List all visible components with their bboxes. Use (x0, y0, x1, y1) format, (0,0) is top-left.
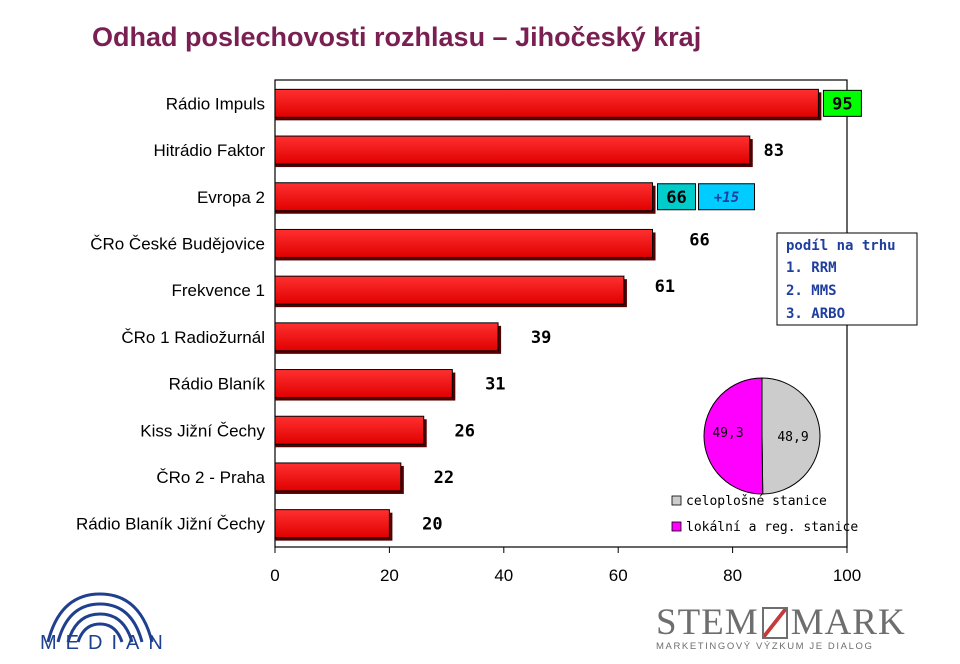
category-label: ČRo České Budějovice (90, 234, 265, 253)
pie-legend-swatch (671, 495, 682, 506)
market-share-title: podíl na trhu (786, 238, 896, 254)
x-tick-label: 40 (494, 566, 513, 585)
x-tick-label: 20 (380, 566, 399, 585)
value-labels: 95 83 66 66 61 39 31 26 22 20 (422, 89, 862, 535)
value-label: 20 (422, 515, 442, 535)
pie-legend-label: lokální a reg. stanice (686, 520, 858, 535)
pie-slice-label: 49,3 (712, 426, 743, 441)
market-share-item: 2. MMS (786, 283, 837, 299)
value-label: 66 (666, 188, 686, 208)
category-label: ČRo 2 - Praha (156, 468, 265, 487)
value-label: 83 (764, 141, 784, 161)
stemmark-logo: STEM MARK (656, 602, 905, 643)
value-label: 95 (832, 94, 852, 114)
x-tick-label: 60 (609, 566, 628, 585)
pie-legend-swatch (671, 521, 682, 532)
value-label: 66 (689, 230, 709, 250)
pie-legend-label: celoplošné stanice (686, 494, 827, 509)
pie-chart: 48,9 49,3 celoplošné stanice lokální a reg.… (671, 377, 858, 535)
category-labels: Rádio Impuls Hitrádio Faktor Evropa 2 ČRo Č… (76, 94, 266, 533)
market-share-item: 1. RRM (786, 260, 837, 276)
value-label: 26 (454, 421, 474, 441)
x-tick-label: 0 (270, 566, 279, 585)
median-logo-text: MEDIAN (40, 632, 172, 654)
value-label: 31 (485, 375, 505, 395)
stemmark-tagline: MARKETINGOVÝ VÝZKUM JE DIALOG (656, 641, 874, 652)
value-label: 61 (655, 277, 675, 297)
bar (274, 135, 751, 165)
category-label: Kiss Jižní Čechy (140, 421, 265, 440)
category-label: Evropa 2 (197, 188, 265, 207)
pie-slice (703, 377, 764, 495)
category-label: ČRo 1 Radiožurnál (121, 328, 265, 347)
category-label: Hitrádio Faktor (154, 141, 266, 160)
category-label: Frekvence 1 (171, 281, 265, 300)
category-label: Rádio Blaník Jižní Čechy (76, 515, 265, 534)
change-badge (698, 183, 756, 211)
pie-slice (761, 377, 821, 495)
bar (274, 322, 499, 352)
bar (274, 509, 390, 539)
bar (274, 182, 654, 212)
pie-slice-label: 48,9 (777, 430, 808, 445)
chart-title: Odhad poslechovosti rozhlasu – Jihočeský… (92, 22, 702, 52)
bar (274, 415, 425, 445)
stemmark-left: STEM (656, 602, 759, 643)
bar-chart: Rádio Impuls Hitrádio Faktor Evropa 2 ČRo Č… (76, 79, 918, 585)
market-share-box (776, 232, 918, 326)
market-share-item: 3. ARBO (786, 306, 845, 322)
category-label: Rádio Impuls (166, 94, 265, 113)
value-label-box (657, 183, 697, 211)
bar (274, 228, 654, 258)
value-label: 22 (434, 468, 454, 488)
bars-layer (274, 88, 822, 541)
bar (274, 462, 402, 492)
stemmark-slash-icon (761, 606, 788, 639)
median-logo (46, 592, 154, 643)
x-tick-label: 80 (723, 566, 742, 585)
x-axis: 0 20 40 60 80 100 (270, 547, 861, 585)
stemmark-right: MARK (790, 602, 906, 643)
annotations: +15 podíl na trhu 1. RRM 2. MMS 3. ARBO (698, 183, 918, 326)
value-label: 39 (531, 328, 551, 348)
bar (274, 275, 625, 305)
value-label-box (822, 89, 862, 117)
category-label: Rádio Blaník (169, 375, 266, 394)
bar (274, 88, 819, 118)
change-badge-label: +15 (714, 190, 739, 206)
x-tick-label: 100 (833, 566, 861, 585)
bar (274, 369, 453, 399)
